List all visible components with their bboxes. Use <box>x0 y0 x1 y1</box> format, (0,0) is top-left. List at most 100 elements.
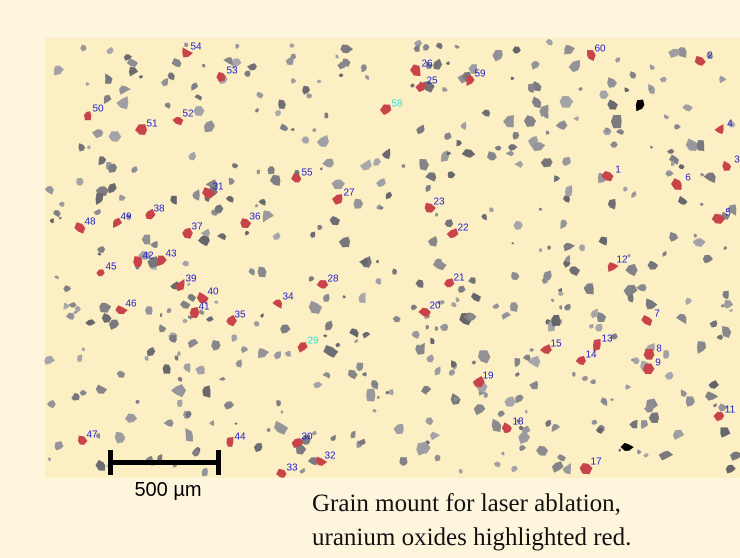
grain <box>167 72 175 81</box>
grain <box>113 217 123 228</box>
grain <box>492 49 503 62</box>
grain <box>289 43 295 48</box>
grain <box>124 413 138 423</box>
grain <box>385 390 390 395</box>
grain <box>531 60 540 70</box>
grain <box>302 85 310 95</box>
grain <box>458 286 465 291</box>
grain <box>97 252 102 256</box>
grain <box>434 454 441 462</box>
grain <box>497 410 505 417</box>
grain <box>729 451 740 461</box>
grain <box>590 308 598 319</box>
grain <box>388 389 394 396</box>
grain <box>63 302 71 310</box>
grain <box>607 198 616 210</box>
grain <box>218 376 226 381</box>
grain <box>530 142 546 152</box>
grain <box>325 320 333 331</box>
grain <box>424 202 436 213</box>
grain <box>182 318 188 324</box>
grain <box>223 57 233 66</box>
grain <box>347 369 358 380</box>
scale-bar-end <box>108 450 113 475</box>
grain-label: 50 <box>92 104 104 115</box>
grain <box>593 338 601 352</box>
grain <box>427 236 438 247</box>
grain <box>596 312 607 322</box>
grain <box>455 296 460 303</box>
grain <box>529 348 535 352</box>
grain <box>375 259 379 264</box>
grain <box>722 290 729 299</box>
grain <box>164 102 171 109</box>
grain <box>448 369 456 376</box>
grain <box>361 372 367 377</box>
grain <box>108 183 117 194</box>
grain <box>487 151 497 161</box>
grain <box>183 363 191 373</box>
grain-label: 59 <box>474 69 486 80</box>
grain <box>675 313 687 325</box>
grain <box>514 372 520 377</box>
grain <box>610 115 622 129</box>
grain <box>422 81 435 93</box>
grain <box>415 82 426 93</box>
grain <box>253 442 263 453</box>
grain <box>673 124 681 130</box>
grain-label: 31 <box>212 182 224 193</box>
grain <box>610 333 618 340</box>
grain <box>373 157 381 166</box>
grain <box>274 110 282 117</box>
grain <box>640 420 649 429</box>
grain <box>442 87 448 92</box>
grain <box>278 99 286 109</box>
grain <box>358 292 366 303</box>
grain <box>366 388 376 402</box>
grain <box>337 60 348 70</box>
grain <box>610 398 614 401</box>
grain <box>340 44 354 54</box>
grain <box>685 396 695 407</box>
grain <box>101 313 112 323</box>
grain <box>211 340 221 351</box>
grain <box>551 423 561 432</box>
grain <box>182 260 189 267</box>
grain-label: 41 <box>198 302 210 313</box>
grain <box>123 54 133 61</box>
grain <box>290 78 297 84</box>
grain <box>461 149 476 158</box>
grain <box>362 332 371 339</box>
grain <box>258 199 266 206</box>
grain <box>65 312 75 320</box>
grain <box>505 150 515 157</box>
grain <box>685 297 692 306</box>
grain <box>240 346 249 354</box>
grain <box>202 385 211 398</box>
grain <box>572 372 576 377</box>
grain <box>205 316 214 322</box>
grain <box>126 58 139 68</box>
grain <box>146 347 156 357</box>
grain <box>538 248 542 253</box>
grain <box>44 355 56 365</box>
grain <box>240 218 252 228</box>
grain <box>677 195 688 205</box>
grain <box>209 419 215 427</box>
grain <box>563 195 570 203</box>
grain <box>144 306 153 315</box>
grain <box>536 445 549 456</box>
grain <box>439 323 449 331</box>
grain <box>74 305 81 313</box>
grain <box>77 435 88 445</box>
grain <box>483 392 488 398</box>
grain <box>349 328 359 338</box>
grain-label: 45 <box>105 262 117 273</box>
grain <box>48 457 51 462</box>
grain <box>257 266 267 278</box>
grain-label: 58 <box>391 99 403 110</box>
grain <box>443 278 455 288</box>
grain <box>47 399 56 409</box>
grain <box>226 436 234 447</box>
grain <box>141 234 151 245</box>
